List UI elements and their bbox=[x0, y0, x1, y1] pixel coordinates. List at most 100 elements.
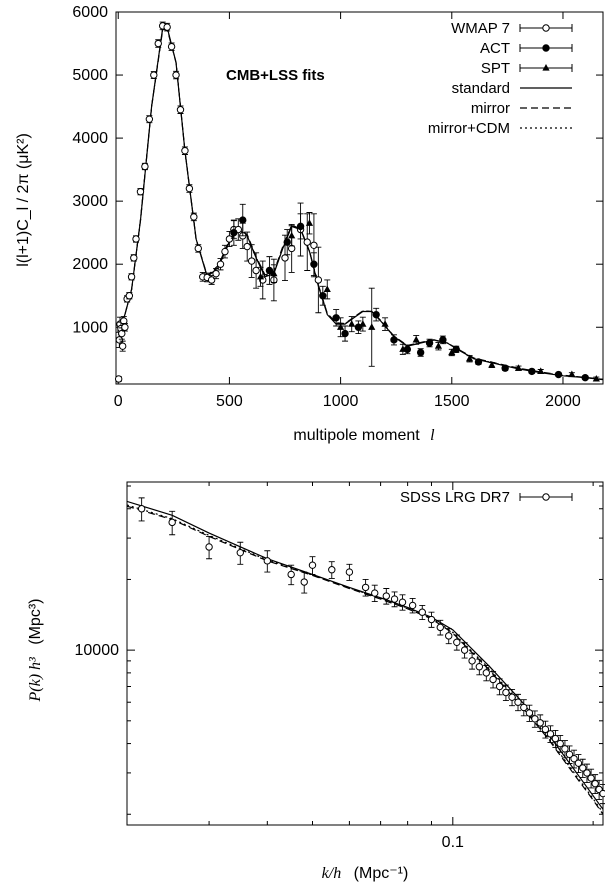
data-point bbox=[127, 273, 136, 281]
y-tick-label: 3000 bbox=[72, 193, 108, 210]
legend-entry: mirror+CDM bbox=[428, 120, 572, 137]
pk-fit-curves bbox=[126, 500, 604, 815]
data-point bbox=[136, 187, 145, 196]
pk-x-axis-label: k/h (Mpc⁻¹) bbox=[322, 865, 409, 882]
cmb-chart: 1000 2000 3000 4000 5000 6000 0 500 1000 1500 200… bbox=[15, 4, 604, 444]
data-point bbox=[239, 216, 247, 224]
data-point bbox=[296, 222, 305, 231]
data-point bbox=[348, 320, 356, 327]
data-point bbox=[118, 342, 127, 350]
pk-plot-frame bbox=[126, 481, 604, 826]
data-point bbox=[489, 675, 497, 684]
data-point bbox=[381, 320, 389, 327]
data-point bbox=[270, 269, 278, 277]
data-point bbox=[587, 774, 595, 782]
fit-curve-standard bbox=[126, 500, 604, 810]
x-tick-label: 1000 bbox=[323, 393, 359, 410]
x-tick-label: 0 bbox=[114, 393, 123, 410]
data-point bbox=[528, 367, 536, 376]
data-point bbox=[125, 292, 134, 300]
legend-marker bbox=[542, 24, 550, 32]
data-point bbox=[482, 669, 491, 677]
data-point bbox=[537, 367, 545, 374]
data-point bbox=[328, 566, 336, 574]
data-point bbox=[308, 561, 317, 569]
data-point bbox=[319, 292, 327, 300]
data-point bbox=[390, 336, 398, 344]
data-point bbox=[281, 254, 289, 262]
cmb-plot-frame bbox=[115, 11, 604, 385]
data-point bbox=[561, 745, 569, 753]
pk-data-points bbox=[137, 497, 605, 805]
data-point bbox=[520, 703, 528, 712]
cmb-legend: WMAP 7 ACT SPT standard mirror mirror+CDM bbox=[428, 20, 573, 137]
data-point bbox=[436, 623, 444, 632]
cmb-x-axis-label-text: multipole moment bbox=[293, 427, 420, 444]
cmb-data-points bbox=[114, 21, 600, 383]
data-point bbox=[592, 374, 600, 382]
legend-label: mirror+CDM bbox=[428, 120, 510, 137]
data-point bbox=[591, 779, 599, 788]
data-point bbox=[574, 759, 583, 767]
data-point bbox=[368, 323, 376, 330]
data-point bbox=[336, 323, 345, 330]
data-point bbox=[427, 615, 436, 624]
data-point bbox=[168, 518, 176, 527]
data-point bbox=[181, 147, 189, 155]
data-point bbox=[207, 276, 216, 284]
data-point bbox=[399, 345, 407, 352]
data-point bbox=[488, 361, 496, 368]
data-point bbox=[114, 375, 123, 383]
x-tick-label: 1500 bbox=[434, 393, 470, 410]
data-point bbox=[300, 578, 308, 586]
data-point bbox=[514, 698, 522, 706]
x-tick-label: 2000 bbox=[545, 393, 581, 410]
data-point bbox=[583, 769, 591, 777]
data-point bbox=[514, 364, 523, 371]
cmb-y-axis-label: l(l+1)C_l / 2π (μK²) bbox=[15, 133, 32, 267]
cmb-x-ticks: 0 500 1000 1500 2000 bbox=[114, 12, 581, 410]
legend-label: standard bbox=[452, 80, 510, 97]
cmb-x-axis-label-symbol: l bbox=[430, 427, 435, 444]
pk-y-axis-label-symbol: P(k) h³ bbox=[27, 657, 44, 703]
data-point bbox=[445, 632, 453, 640]
data-point bbox=[137, 505, 146, 513]
data-point bbox=[361, 583, 370, 592]
data-point bbox=[150, 71, 158, 79]
data-point bbox=[416, 348, 425, 357]
data-point bbox=[185, 184, 194, 193]
data-point bbox=[412, 335, 420, 343]
y-tick-label: 2000 bbox=[72, 256, 108, 273]
data-point bbox=[212, 269, 220, 278]
cmb-y-ticks: 1000 2000 3000 4000 5000 6000 bbox=[72, 4, 603, 336]
data-point bbox=[130, 254, 138, 262]
x-tick-label: 500 bbox=[216, 393, 243, 410]
data-point bbox=[554, 370, 563, 379]
legend-label: SPT bbox=[481, 60, 510, 77]
data-point bbox=[359, 320, 367, 327]
data-point bbox=[599, 789, 605, 798]
data-point bbox=[474, 358, 483, 366]
legend-marker bbox=[542, 44, 550, 52]
data-point bbox=[502, 688, 510, 697]
legend-entry: standard bbox=[452, 80, 572, 97]
data-point bbox=[581, 373, 589, 382]
fit-curve-mirror bbox=[126, 505, 604, 815]
data-point bbox=[263, 557, 272, 565]
data-point bbox=[176, 106, 185, 114]
data-point bbox=[495, 682, 504, 691]
data-point bbox=[288, 231, 296, 239]
cmb-x-axis-label: multipole moment l bbox=[293, 427, 435, 444]
data-point bbox=[525, 709, 534, 717]
data-point bbox=[556, 739, 564, 748]
y-tick-label: 10000 bbox=[75, 642, 120, 659]
pk-y-axis-label-text: (Mpc³) bbox=[27, 599, 44, 645]
data-point bbox=[236, 548, 244, 557]
pk-y-axis-label: P(k) h³ (Mpc³) bbox=[27, 599, 44, 703]
data-point bbox=[314, 276, 323, 284]
legend-entry: SDSS LRG DR7 bbox=[400, 489, 573, 506]
data-point bbox=[501, 364, 509, 372]
legend-label: ACT bbox=[480, 40, 510, 57]
data-point bbox=[225, 235, 234, 243]
data-point bbox=[536, 719, 544, 727]
